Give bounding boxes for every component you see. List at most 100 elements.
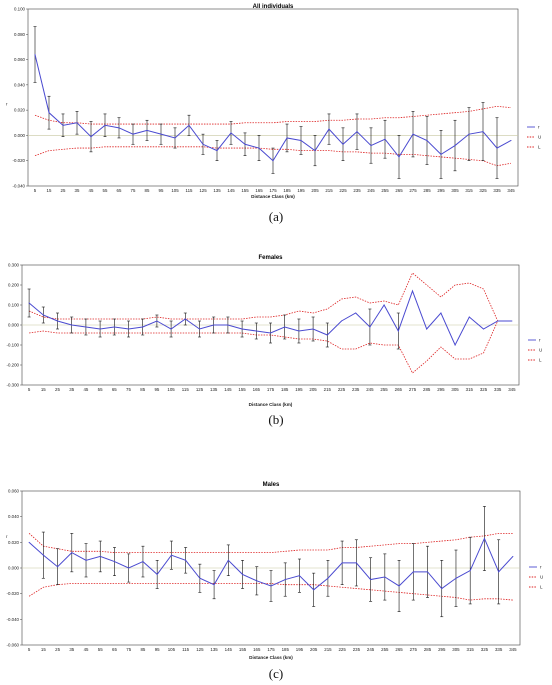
data-point	[342, 143, 344, 145]
data-point	[298, 330, 300, 332]
x-tick-label: 5	[34, 188, 37, 193]
y-tick-label: -0.060	[7, 643, 20, 648]
data-point	[441, 588, 443, 590]
x-tick-label: 195	[296, 647, 304, 652]
x-tick-label: 195	[297, 188, 305, 193]
y-tick-label: -0.040	[13, 184, 26, 189]
y-tick-label: 0.080	[14, 32, 26, 37]
data-point	[213, 324, 215, 326]
data-point	[468, 316, 470, 318]
x-tick-label: 185	[283, 188, 291, 193]
x-tick-label: 65	[112, 647, 117, 652]
y-tick-label: 0.060	[8, 489, 20, 494]
data-point	[174, 137, 176, 139]
x-tick-label: 65	[117, 188, 122, 193]
x-tick-label: 265	[395, 188, 403, 193]
data-point	[227, 324, 229, 326]
x-tick-label: 175	[267, 387, 275, 392]
data-point	[85, 559, 87, 561]
data-point	[188, 124, 190, 126]
data-point	[397, 330, 399, 332]
x-tick-label: 105	[171, 188, 179, 193]
data-point	[356, 131, 358, 133]
data-point	[482, 131, 484, 133]
x-tick-label: 125	[196, 647, 204, 652]
data-point	[314, 150, 316, 152]
data-point	[62, 124, 64, 126]
data-point	[286, 137, 288, 139]
series-l-line	[34, 146, 512, 167]
data-point	[440, 153, 442, 155]
figure-caption: (a)	[269, 209, 283, 224]
x-tick-label: 225	[339, 188, 347, 193]
data-point	[455, 577, 457, 579]
x-tick-label: 15	[41, 387, 46, 392]
x-tick-label: 345	[508, 387, 516, 392]
x-tick-label: 205	[310, 647, 318, 652]
data-point	[42, 554, 44, 556]
x-tick-label: 275	[409, 188, 417, 193]
data-point	[312, 328, 314, 330]
data-point	[242, 573, 244, 575]
legend-label-l: L	[540, 585, 543, 590]
data-point	[498, 571, 500, 573]
x-tick-label: 255	[381, 647, 389, 652]
y-tick-label: -0.300	[7, 383, 20, 388]
series-r-points	[28, 290, 513, 346]
x-tick-label: 315	[467, 647, 475, 652]
data-point	[230, 132, 232, 134]
y-tick-label: 0.020	[8, 540, 20, 545]
x-tick-label: 105	[167, 387, 175, 392]
data-point	[170, 328, 172, 330]
series-l-line	[29, 320, 512, 374]
y-tick-label: 0.100	[8, 303, 20, 308]
x-tick-label: 155	[241, 188, 249, 193]
data-point	[483, 328, 484, 330]
data-point	[512, 555, 514, 557]
x-tick-label: 205	[309, 387, 317, 392]
data-point	[284, 326, 286, 328]
data-point	[227, 559, 229, 561]
x-tick-label: 245	[367, 647, 375, 652]
data-point	[341, 320, 342, 322]
data-point	[128, 328, 129, 330]
data-point	[118, 127, 120, 129]
x-tick-label: 25	[55, 387, 60, 392]
y-tick-label: -0.100	[7, 343, 20, 348]
data-point	[511, 320, 513, 322]
x-tick-label: 185	[281, 387, 289, 392]
data-point	[496, 147, 498, 149]
y-tick-label: 0.200	[8, 283, 20, 288]
data-point	[99, 328, 101, 330]
legend-label-u: U	[538, 135, 541, 140]
x-tick-label: 65	[112, 387, 117, 392]
chart-panel-3: Males -0.060 -0.040 -0.020 0.000 0.020 0.040 0.…	[6, 482, 543, 681]
x-tick-label: 195	[295, 387, 303, 392]
legend-label-r: r	[538, 125, 540, 130]
x-tick-label: 75	[126, 387, 131, 392]
x-tick-label: 115	[182, 387, 190, 392]
y-tick-label: 0.000	[8, 566, 20, 571]
legend-label-l: L	[539, 358, 542, 363]
y-tick-label: 0.000	[8, 323, 20, 328]
x-tick-label: 165	[253, 647, 261, 652]
x-tick-label: 145	[225, 647, 233, 652]
data-point	[426, 328, 428, 330]
x-tick-label: 325	[481, 647, 489, 652]
x-tick-label: 35	[69, 647, 74, 652]
data-point	[384, 138, 386, 140]
data-point	[328, 128, 330, 130]
y-tick-label: 0.040	[8, 514, 20, 519]
x-tick-label: 95	[154, 387, 159, 392]
x-tick-label: 335	[494, 387, 502, 392]
x-tick-label: 295	[437, 188, 445, 193]
x-tick-label: 245	[367, 188, 375, 193]
data-point	[104, 124, 106, 126]
y-tick-label: -0.020	[13, 158, 26, 163]
data-point	[113, 561, 115, 563]
data-point	[85, 326, 87, 328]
data-point	[113, 326, 115, 328]
x-tick-label: 145	[224, 387, 232, 392]
chart-title: All individuals	[253, 4, 294, 10]
